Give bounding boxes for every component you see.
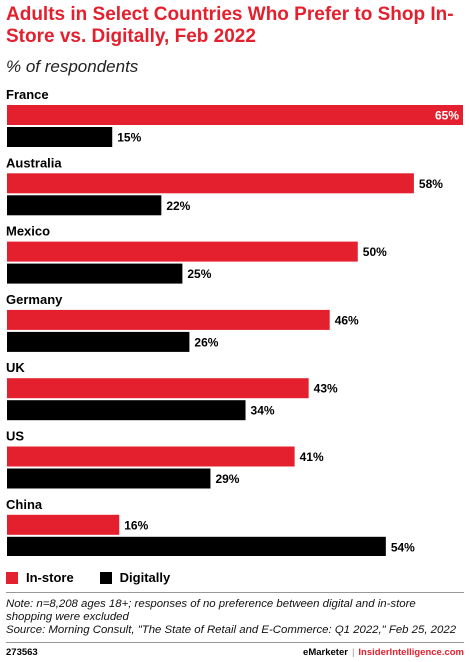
brand-emarketer: eMarketer — [303, 647, 348, 658]
legend-swatch-instore — [6, 571, 18, 584]
category-label: UK — [6, 360, 25, 375]
bar-digitally — [7, 127, 113, 147]
brand-insider: InsiderIntelligence.com — [358, 647, 464, 658]
bar-instore — [7, 241, 358, 262]
data-label-instore: 46% — [335, 313, 359, 327]
data-label-instore: 58% — [419, 177, 443, 191]
bar-digitally — [7, 331, 190, 352]
source-text: Source: Morning Consult, "The State of R… — [6, 624, 457, 636]
data-label-digitally: 25% — [187, 267, 211, 281]
brand-separator: | — [351, 647, 355, 658]
data-label-digitally: 29% — [215, 472, 239, 486]
category-label: Germany — [6, 292, 63, 307]
footnote: Note: n=8,208 ages 18+; responses of no … — [6, 598, 464, 637]
bar-instore — [7, 173, 414, 194]
legend-item-instore: In-store — [6, 570, 74, 585]
footer: 273563 eMarketer | InsiderIntelligence.com — [6, 647, 464, 658]
category-label: Mexico — [6, 224, 50, 239]
data-label-instore: 65% — [435, 109, 459, 123]
bar-digitally — [7, 468, 211, 489]
legend-label-digitally: Digitally — [119, 570, 171, 585]
legend-label-instore: In-store — [26, 570, 74, 585]
data-label-digitally: 15% — [117, 131, 141, 145]
data-label-digitally: 26% — [194, 335, 218, 349]
bar-digitally — [7, 400, 246, 421]
bar-instore — [7, 378, 309, 399]
bar-instore — [7, 105, 463, 125]
data-label-instore: 16% — [124, 518, 148, 532]
note-text: Note: n=8,208 ages 18+; responses of no … — [6, 598, 416, 623]
brand: eMarketer | InsiderIntelligence.com — [303, 647, 464, 658]
chart-id: 273563 — [6, 647, 38, 658]
data-label-instore: 43% — [314, 382, 338, 396]
bar-instore — [7, 446, 295, 467]
chart-subtitle: % of respondents — [6, 57, 139, 76]
legend-swatch-digitally — [99, 571, 112, 584]
legend: In-store Digitally — [6, 570, 196, 585]
category-label: US — [6, 429, 24, 444]
category-label: France — [6, 87, 49, 102]
chart-title: Adults in Select Countries Who Prefer to… — [6, 4, 454, 47]
bar-instore — [7, 514, 120, 535]
category-label: Australia — [6, 155, 62, 170]
bar-chart: France 65% 15% Australia 58% 22% Mexico 50% 25% G… — [6, 87, 463, 556]
category-label: China — [6, 497, 43, 512]
legend-item-digitally: Digitally — [99, 570, 171, 585]
data-label-digitally: 54% — [391, 540, 415, 554]
divider-top — [6, 592, 464, 593]
bar-digitally — [7, 263, 183, 284]
bar-digitally — [7, 536, 386, 556]
data-label-instore: 41% — [300, 450, 324, 464]
data-label-digitally: 34% — [251, 404, 275, 418]
data-label-instore: 50% — [363, 245, 387, 259]
bar-digitally — [7, 195, 162, 216]
data-label-digitally: 22% — [166, 199, 190, 213]
bar-instore — [7, 309, 330, 330]
divider-bottom — [6, 642, 464, 643]
